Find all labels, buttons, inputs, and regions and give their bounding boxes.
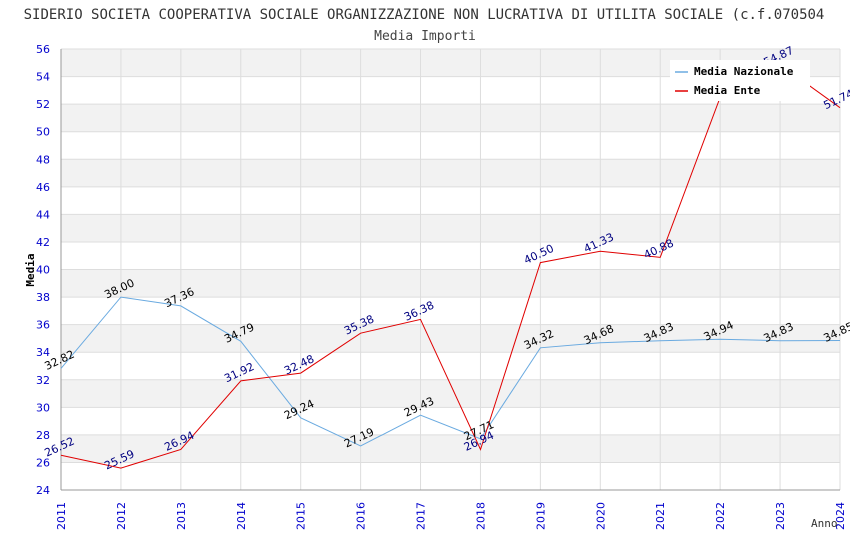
y-tick-label: 56: [36, 43, 50, 56]
legend-label-media-ente: Media Ente: [694, 84, 761, 97]
y-tick-labels: 24 26 28 30 32 34 36 38 40 42 44 46 48 50 52 54 56: [36, 43, 50, 497]
x-axis-label: Anno: [811, 517, 838, 530]
y-tick-label: 30: [36, 401, 50, 414]
y-tick-label: 26: [36, 456, 50, 469]
x-tick-label: 2019: [534, 502, 547, 530]
y-tick-label: 24: [36, 484, 50, 497]
y-tick-label: 52: [36, 98, 50, 111]
data-label: 40.50: [522, 242, 556, 267]
y-tick-label: 36: [36, 319, 50, 332]
series-line-1: [60, 64, 841, 469]
x-tick-label: 2020: [594, 502, 607, 530]
chart-title: SIDERIO SOCIETA COOPERATIVA SOCIALE ORGA…: [24, 7, 825, 23]
x-tick-label: 2012: [115, 502, 128, 530]
x-tick-label: 2011: [55, 502, 68, 530]
y-tick-label: 48: [36, 153, 50, 166]
y-tick-label: 40: [36, 264, 50, 277]
x-tick-labels: 2011 2012 2013 2014 2015 2016 2017 2018 2019 2020…: [55, 502, 847, 530]
axes: [60, 49, 840, 491]
x-tick-label: 2021: [654, 502, 667, 530]
grid-band: [61, 214, 840, 242]
background-bands: [61, 49, 840, 463]
legend: Media Nazionale Media Ente: [670, 60, 810, 101]
gridlines: [60, 48, 841, 491]
x-tick-label: 2016: [355, 502, 368, 530]
grid-band: [61, 269, 840, 298]
y-tick-label: 34: [36, 346, 50, 359]
y-tick-label: 32: [36, 374, 50, 387]
grid-band: [61, 324, 840, 353]
x-tick-label: 2024: [834, 502, 847, 530]
x-tick-label: 2018: [474, 502, 487, 530]
y-axis-label: Media: [24, 253, 37, 286]
series-line-0: [60, 296, 841, 447]
y-tick-label: 50: [36, 126, 50, 139]
y-tick-label: 46: [36, 181, 50, 194]
x-tick-label: 2015: [295, 502, 308, 530]
y-tick-label: 44: [36, 208, 50, 221]
y-tick-label: 54: [36, 71, 50, 84]
y-tick-label: 42: [36, 236, 50, 249]
x-tick-label: 2014: [235, 502, 248, 530]
grid-band: [61, 434, 840, 463]
chart-subtitle: Media Importi: [374, 29, 476, 44]
grid-band: [61, 159, 840, 187]
y-tick-label: 38: [36, 291, 50, 304]
y-tick-label: 28: [36, 429, 50, 442]
series-lines: [60, 64, 841, 469]
grid-band: [61, 104, 840, 132]
legend-label-media-nazionale: Media Nazionale: [694, 65, 794, 78]
x-tick-label: 2023: [774, 502, 787, 530]
x-tick-label: 2013: [175, 502, 188, 530]
legend-box: [670, 60, 810, 101]
x-tick-label: 2022: [714, 502, 727, 530]
x-tick-label: 2017: [415, 502, 428, 530]
